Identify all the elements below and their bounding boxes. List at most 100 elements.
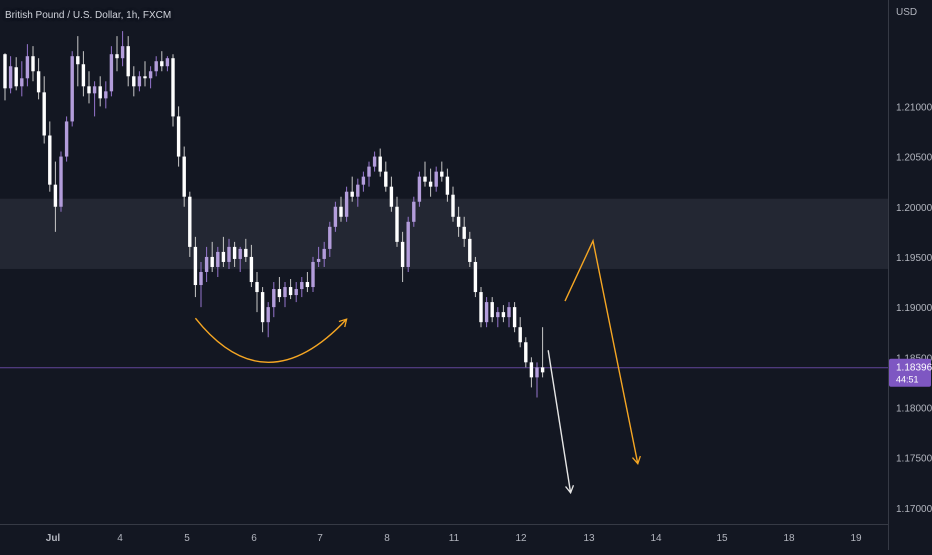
candle[interactable] xyxy=(126,46,130,77)
candle[interactable] xyxy=(3,54,7,89)
candle[interactable] xyxy=(524,342,528,363)
candle[interactable] xyxy=(316,258,321,262)
candle[interactable] xyxy=(221,251,226,262)
candle[interactable] xyxy=(188,196,192,247)
candle[interactable] xyxy=(395,206,399,242)
candle[interactable] xyxy=(53,184,58,207)
candle[interactable] xyxy=(350,191,354,197)
candle[interactable] xyxy=(232,246,237,259)
candle[interactable] xyxy=(361,176,366,185)
candle[interactable] xyxy=(160,61,164,67)
candle[interactable] xyxy=(440,171,444,177)
candle[interactable] xyxy=(87,86,91,94)
candle[interactable] xyxy=(98,86,102,99)
candle[interactable] xyxy=(372,156,377,167)
candle[interactable] xyxy=(288,287,293,296)
candle[interactable] xyxy=(272,289,276,308)
candle[interactable] xyxy=(176,116,181,157)
candle[interactable] xyxy=(389,186,394,207)
candle[interactable] xyxy=(484,302,489,323)
candle[interactable] xyxy=(496,312,500,318)
candle[interactable] xyxy=(490,302,494,318)
candle[interactable] xyxy=(182,156,186,197)
candle[interactable] xyxy=(518,327,522,343)
candle[interactable] xyxy=(199,271,203,286)
candle[interactable] xyxy=(148,71,153,79)
candle[interactable] xyxy=(171,58,175,117)
candle[interactable] xyxy=(445,176,450,195)
candle[interactable] xyxy=(400,241,405,267)
candle[interactable] xyxy=(417,176,422,202)
candle[interactable] xyxy=(165,58,170,67)
candle[interactable] xyxy=(423,176,427,182)
candle[interactable] xyxy=(501,312,506,318)
candle[interactable] xyxy=(507,307,511,318)
candle[interactable] xyxy=(104,91,108,99)
curved-arrow-annotation[interactable] xyxy=(194,317,348,363)
candle[interactable] xyxy=(344,191,349,217)
candle[interactable] xyxy=(260,292,265,323)
candle[interactable] xyxy=(115,54,119,59)
candle[interactable] xyxy=(120,46,125,59)
candle[interactable] xyxy=(479,292,483,323)
candle[interactable] xyxy=(333,206,338,227)
candle[interactable] xyxy=(193,246,198,286)
candle[interactable] xyxy=(473,261,478,293)
candle[interactable] xyxy=(8,66,13,89)
candle[interactable] xyxy=(137,76,142,87)
projection-arrow-white[interactable] xyxy=(547,350,575,495)
candle[interactable] xyxy=(384,171,388,187)
candle[interactable] xyxy=(456,216,461,227)
candle[interactable] xyxy=(535,367,539,378)
candle[interactable] xyxy=(42,92,46,136)
candle[interactable] xyxy=(14,67,18,87)
candle[interactable] xyxy=(238,248,242,259)
candle[interactable] xyxy=(305,282,310,288)
candle[interactable] xyxy=(255,282,259,293)
price-axis[interactable]: USD 1.21000 1.20500 1.20000 1.19500 1.19000 1… xyxy=(896,7,932,515)
candle[interactable] xyxy=(132,76,136,87)
candle[interactable] xyxy=(266,307,270,323)
candle[interactable] xyxy=(92,86,97,94)
candle[interactable] xyxy=(468,238,472,262)
candle[interactable] xyxy=(512,307,517,328)
candle[interactable] xyxy=(451,194,455,217)
candle[interactable] xyxy=(367,166,371,177)
candle[interactable] xyxy=(70,56,74,122)
candle[interactable] xyxy=(143,76,147,79)
candle[interactable] xyxy=(540,367,545,373)
candle[interactable] xyxy=(227,246,231,262)
candle[interactable] xyxy=(294,289,298,296)
candle[interactable] xyxy=(244,248,248,257)
candle[interactable] xyxy=(283,287,287,298)
candle[interactable] xyxy=(322,248,326,259)
candle[interactable] xyxy=(339,206,343,217)
candle[interactable] xyxy=(462,226,466,239)
candle[interactable] xyxy=(428,181,433,187)
chart-title[interactable]: British Pound / U.S. Dollar, 1h, FXCM xyxy=(5,10,172,21)
candle[interactable] xyxy=(378,156,382,172)
candle[interactable] xyxy=(64,121,69,157)
candle[interactable] xyxy=(81,64,86,87)
candle[interactable] xyxy=(76,56,80,65)
candle[interactable] xyxy=(412,201,416,222)
candle[interactable] xyxy=(311,261,315,288)
candle[interactable] xyxy=(204,256,209,272)
candle[interactable] xyxy=(434,171,438,187)
projection-path-orange[interactable] xyxy=(564,238,641,465)
candle[interactable] xyxy=(31,56,35,72)
candle[interactable] xyxy=(25,56,30,79)
candle[interactable] xyxy=(328,226,332,249)
candle[interactable] xyxy=(356,184,360,197)
candle[interactable] xyxy=(300,282,304,290)
candle[interactable] xyxy=(109,54,114,92)
candle[interactable] xyxy=(529,362,534,378)
time-axis[interactable]: Jul 4 5 6 7 8 11 12 13 14 15 18 19 xyxy=(46,533,862,544)
candle[interactable] xyxy=(154,61,158,72)
candle[interactable] xyxy=(210,256,214,267)
candle[interactable] xyxy=(20,78,24,87)
resistance-zone[interactable] xyxy=(0,198,888,269)
candle[interactable] xyxy=(59,156,63,207)
